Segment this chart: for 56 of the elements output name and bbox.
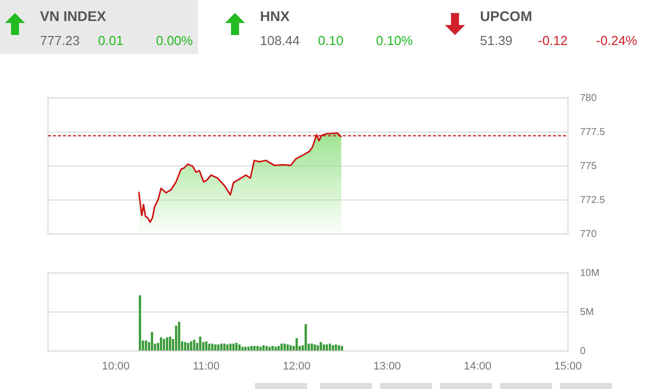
y-tick-label: 10M xyxy=(580,268,600,279)
bar xyxy=(178,322,180,351)
y-tick-label: 775 xyxy=(580,160,598,172)
data-label: -0.12 xyxy=(538,33,568,48)
data-label: -0.24% xyxy=(596,33,638,48)
y-tick-label: 777.5 xyxy=(580,126,606,138)
bar xyxy=(211,344,214,351)
bar xyxy=(322,344,325,351)
bar xyxy=(184,342,186,351)
bar xyxy=(175,326,178,351)
x-tick-label: 15:00 xyxy=(554,360,582,373)
y-tick-label: 772.5 xyxy=(580,194,606,206)
bar xyxy=(220,344,222,351)
data-label: 0.10% xyxy=(376,33,413,48)
bar xyxy=(205,341,208,351)
bar xyxy=(217,344,220,351)
bar xyxy=(326,344,328,351)
bar xyxy=(214,344,216,351)
y-tick-label: 0 xyxy=(580,346,586,357)
x-tick-label: 11:00 xyxy=(192,360,220,373)
bar xyxy=(190,341,192,351)
bar xyxy=(193,340,196,351)
bar xyxy=(314,344,316,351)
text: 51.39 xyxy=(480,33,513,48)
bar xyxy=(226,344,228,351)
bar xyxy=(316,345,319,351)
data-label: 0.01 xyxy=(98,33,124,48)
bar xyxy=(199,336,202,351)
bar xyxy=(332,345,334,351)
bar xyxy=(334,344,337,351)
bar xyxy=(310,344,313,351)
bar xyxy=(187,342,190,351)
bar xyxy=(208,344,210,351)
text: HNX xyxy=(260,8,290,24)
data-label: 0.10 xyxy=(318,33,344,48)
text: 108.44 xyxy=(260,33,300,48)
x-tick-label: 14:00 xyxy=(464,360,492,373)
bar xyxy=(290,345,292,351)
bar xyxy=(274,346,277,351)
text: VN INDEX xyxy=(40,8,106,24)
data-label: 0.00% xyxy=(156,33,193,48)
y-tick-label: 780 xyxy=(580,92,598,104)
bar xyxy=(223,344,226,351)
bar xyxy=(304,324,307,351)
x-tick-label: 10:00 xyxy=(102,360,130,373)
x-tick-label: 12:00 xyxy=(282,360,310,373)
bar xyxy=(284,344,286,351)
text: 777.23 xyxy=(40,33,80,48)
y-tick-label: 770 xyxy=(580,228,598,240)
bar xyxy=(320,342,322,351)
text: UPCOM xyxy=(480,8,532,24)
y-tick-label: 5M xyxy=(580,306,594,318)
x-tick-label: 13:00 xyxy=(373,360,401,373)
bar xyxy=(235,342,238,351)
bar xyxy=(286,344,289,351)
bar xyxy=(296,338,298,351)
